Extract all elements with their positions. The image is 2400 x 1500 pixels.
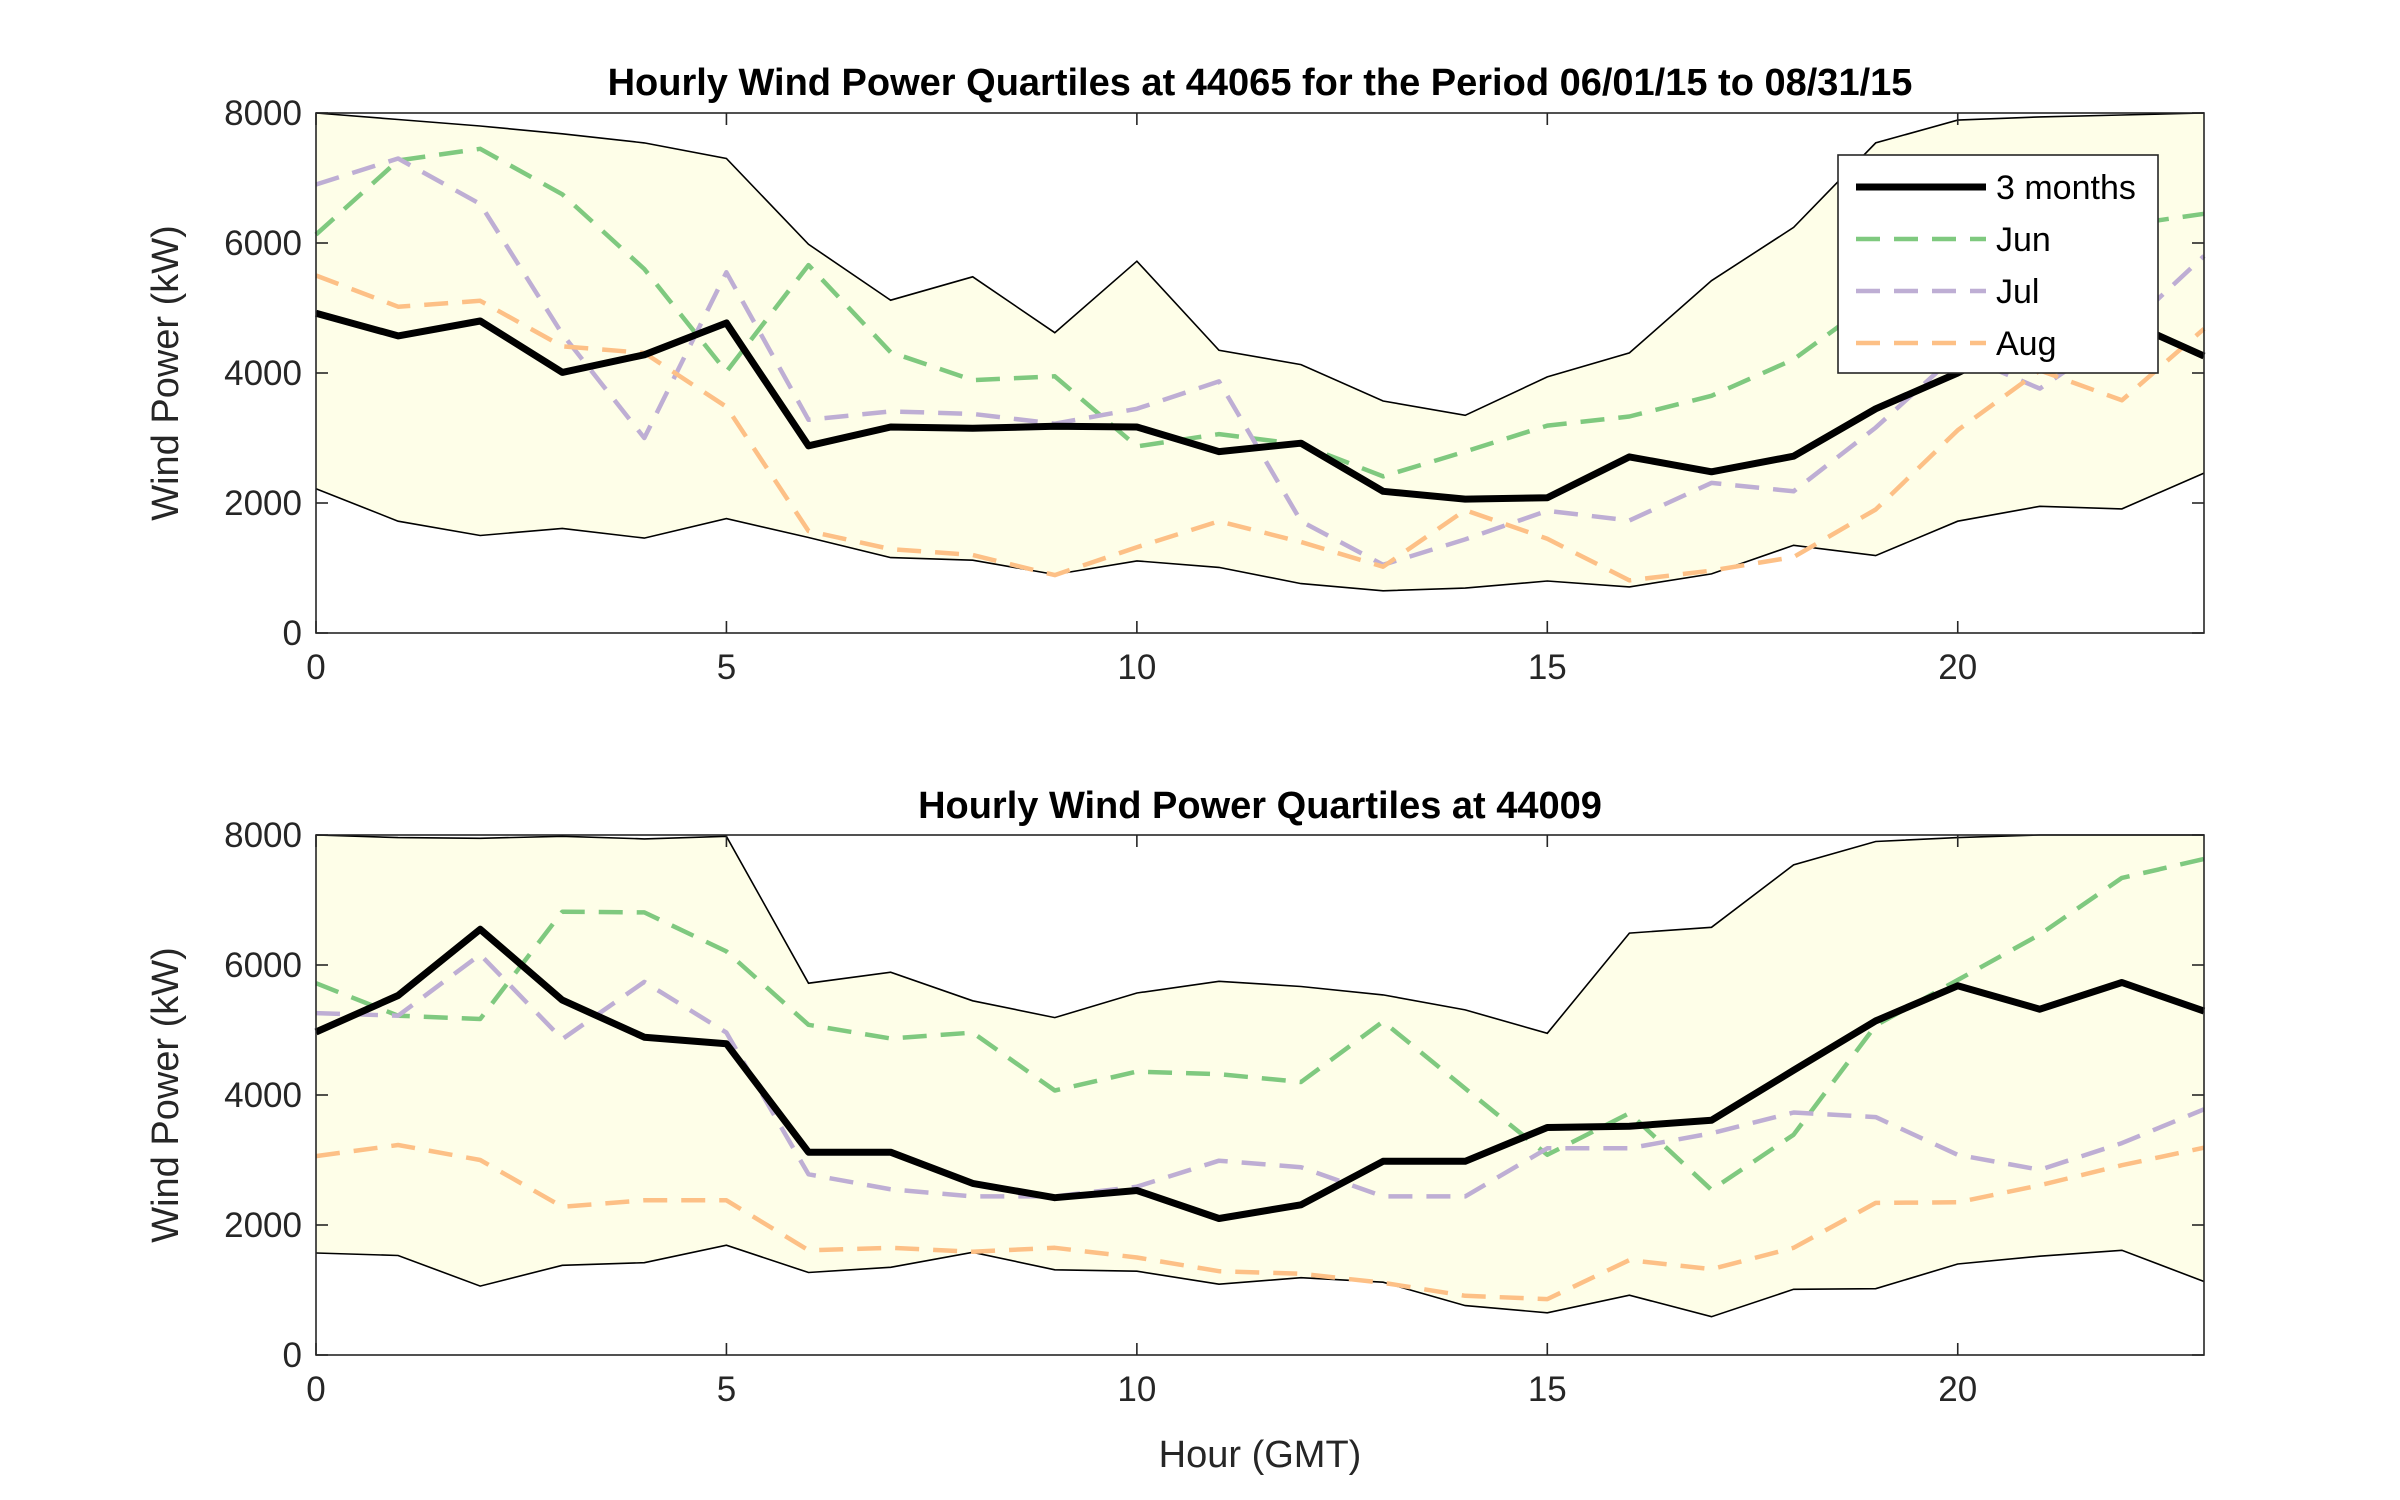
y-tick-label: 2000 bbox=[224, 1206, 302, 1245]
legend-label-jul: Jul bbox=[1996, 273, 2039, 311]
upper-quartile-line bbox=[315, 112, 2205, 417]
x-tick-label: 10 bbox=[1117, 648, 1156, 687]
x-tick-label: 0 bbox=[306, 1370, 325, 1409]
legend: 3 months Jun Jul Aug bbox=[1837, 154, 2159, 374]
x-tick-label: 5 bbox=[717, 648, 736, 687]
upper-quartile-line bbox=[315, 834, 2204, 1035]
y-tick-label: 8000 bbox=[224, 94, 302, 133]
x-tick-label: 15 bbox=[1528, 1370, 1567, 1409]
legend-box bbox=[1837, 154, 2159, 374]
x-tick-label: 0 bbox=[306, 648, 325, 687]
y-tick-label: 2000 bbox=[224, 484, 302, 523]
x-axis-label: Hour (GMT) bbox=[1159, 1434, 1362, 1476]
y-tick-label: 6000 bbox=[224, 224, 302, 263]
y-tick-label: 0 bbox=[283, 614, 302, 653]
x-tick-label: 15 bbox=[1528, 648, 1567, 687]
bottom-chart-panel: 0 5 10 15 20 0 2000 4000 6000 8000 Hourly Wind Pow… bbox=[145, 785, 2206, 1476]
x-tick-label: 20 bbox=[1938, 1370, 1977, 1409]
chart-title: Hourly Wind Power Quartiles at 44009 bbox=[918, 785, 1602, 827]
chart-title: Hourly Wind Power Quartiles at 44065 for… bbox=[608, 62, 1913, 104]
x-tick-label: 10 bbox=[1117, 1370, 1156, 1409]
series-line-jul bbox=[315, 952, 2205, 1199]
y-axis-label: Wind Power (kW) bbox=[145, 947, 187, 1243]
y-tick-label: 0 bbox=[283, 1336, 302, 1375]
x-tick-label: 20 bbox=[1938, 648, 1977, 687]
legend-label-3-months: 3 months bbox=[1996, 169, 2136, 207]
y-axis-label: Wind Power (kW) bbox=[145, 225, 187, 521]
legend-label-jun: Jun bbox=[1996, 221, 2051, 259]
y-tick-label: 4000 bbox=[224, 1076, 302, 1115]
top-chart-panel: 0 5 10 15 20 0 2000 4000 6000 8000 Hourly Wind Pow… bbox=[145, 62, 2206, 687]
y-tick-label: 4000 bbox=[224, 354, 302, 393]
lower-quartile-line bbox=[315, 472, 2205, 592]
series-line-3-months bbox=[314, 925, 2206, 1222]
lower-quartile-line bbox=[315, 1244, 2205, 1318]
series-line-jun bbox=[314, 146, 2205, 479]
y-tick-label: 6000 bbox=[224, 946, 302, 985]
legend-label-aug: Aug bbox=[1996, 325, 2057, 363]
x-tick-label: 5 bbox=[717, 1370, 736, 1409]
quartile-band bbox=[316, 835, 2204, 1317]
series-line-3-months bbox=[315, 309, 2206, 503]
y-tick-label: 8000 bbox=[224, 816, 302, 855]
